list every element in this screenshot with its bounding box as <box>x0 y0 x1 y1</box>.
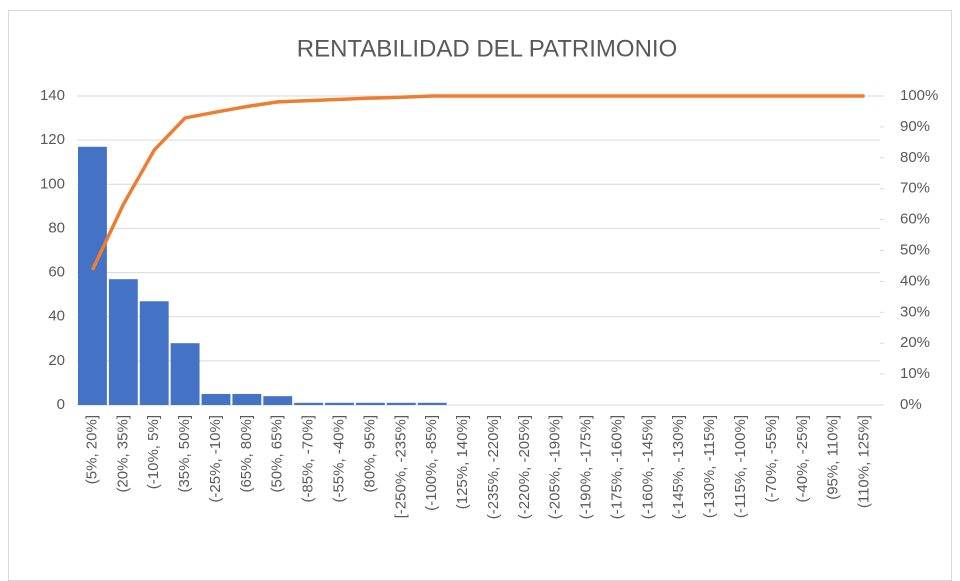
y2-tick-label: 10% <box>900 365 930 382</box>
x-tick-label: (80%, 95%] <box>361 415 378 493</box>
y-tick-label: 100 <box>40 175 65 192</box>
y2-tick-label: 50% <box>900 241 930 258</box>
x-tick-label: (125%, 140%] <box>454 415 471 509</box>
x-tick-label: (-85%, -70%] <box>300 415 317 503</box>
bar <box>386 402 416 405</box>
x-tick-label: (5%, 20%] <box>83 415 100 484</box>
y-tick-label: 0 <box>57 396 65 413</box>
chart-border <box>8 10 952 581</box>
x-tick-label: (-55%, -40%] <box>330 415 347 503</box>
x-tick-label: (-25%, -10%] <box>207 415 224 503</box>
y2-tick-label: 60% <box>900 211 930 228</box>
bar <box>108 279 138 405</box>
y2-tick-label: 90% <box>900 118 930 135</box>
x-tick-label: (-115%, -100%] <box>732 415 749 518</box>
y2-tick-label: 0% <box>900 396 922 413</box>
y-tick-label: 40 <box>48 308 65 325</box>
x-tick-label: (50%, 65%] <box>269 415 286 493</box>
bar <box>78 146 107 405</box>
x-tick-label: (-205%, -190%] <box>547 415 564 519</box>
y2-tick-label: 40% <box>900 272 930 289</box>
bar <box>294 402 324 405</box>
y2-tick-label: 100% <box>900 87 938 104</box>
x-tick-label: (110%, 125%] <box>856 415 873 508</box>
y2-tick-label: 70% <box>900 180 930 197</box>
y2-tick-label: 20% <box>900 334 930 351</box>
y-tick-label: 80 <box>48 219 65 236</box>
y-tick-label: 140 <box>40 87 65 104</box>
bar <box>263 396 293 405</box>
x-tick-label: (-190%, -175%] <box>578 415 595 519</box>
y-tick-label: 20 <box>48 352 65 369</box>
bar <box>355 402 385 405</box>
x-tick-label: (-235%, -220%] <box>485 415 502 519</box>
x-tick-label: (-40%, -25%] <box>794 415 811 503</box>
x-tick-label: (-100%, -85%] <box>423 415 440 511</box>
chart-title: RENTABILIDAD DEL PATRIMONIO <box>297 35 678 62</box>
y-tick-label: 120 <box>40 131 65 148</box>
x-tick-label: (95%, 110%] <box>825 415 842 500</box>
bar <box>325 402 354 405</box>
cumulative-line <box>90 94 865 271</box>
bar <box>201 393 231 405</box>
x-tick-label: (-70%, -55%] <box>763 415 780 503</box>
y2-tick-label: 80% <box>900 149 930 166</box>
x-tick-label: (-175%, -160%] <box>608 415 625 519</box>
x-tick-label: (-145%, -130%] <box>670 415 687 519</box>
bar <box>170 343 200 405</box>
x-tick-label: (35%, 50%] <box>176 415 193 493</box>
bar <box>232 393 262 405</box>
bar <box>139 301 169 405</box>
x-tick-label: (-10%, 5%] <box>145 415 162 489</box>
x-tick-label: (-130%, -115%] <box>701 415 718 518</box>
x-tick-label: (-220%, -205%] <box>516 415 533 519</box>
x-tick-label: (65%, 80%] <box>238 415 255 493</box>
y2-tick-label: 30% <box>900 303 930 320</box>
x-tick-label: (-160%, -145%] <box>639 415 656 519</box>
x-tick-label: (20%, 35%] <box>114 415 131 493</box>
x-tick-label: [-250%, -235%] <box>392 415 409 518</box>
bar <box>417 402 447 405</box>
y-tick-label: 60 <box>48 264 65 281</box>
